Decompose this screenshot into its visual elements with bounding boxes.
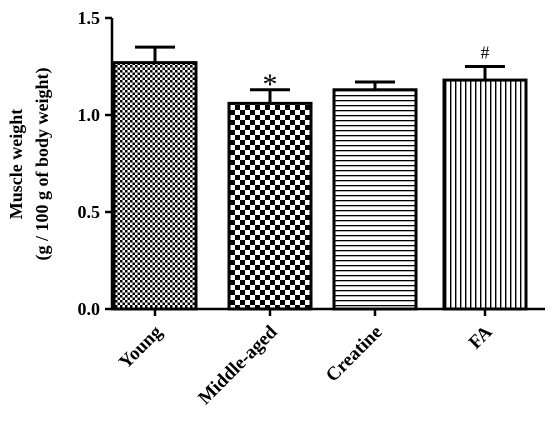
y-axis: 0.0 0.5 1.0 1.5 xyxy=(78,8,114,319)
y-tick-label: 0.5 xyxy=(78,202,101,222)
bar-creatine xyxy=(332,88,418,311)
category-label: Creatine xyxy=(322,322,387,387)
bar-fa xyxy=(442,78,528,311)
category-label: Middle-aged xyxy=(194,321,282,409)
bars-group xyxy=(112,61,528,311)
significance-marker: # xyxy=(481,43,490,63)
bar-young xyxy=(112,61,198,311)
y-tick-label: 1.0 xyxy=(78,105,101,125)
bar-middle-aged xyxy=(227,101,313,311)
category-label: Young xyxy=(115,321,167,373)
significance-marker: * xyxy=(263,68,278,101)
y-tick-label: 1.5 xyxy=(78,8,101,28)
category-labels-group: Young Middle-aged Creatine FA xyxy=(115,321,497,409)
y-tick-label: 0.0 xyxy=(78,299,101,319)
category-label: FA xyxy=(465,321,497,353)
y-axis-title: Muscle weight (g / 100 g of body weight) xyxy=(6,67,53,260)
annotations-group: *# xyxy=(263,43,490,101)
y-axis-label-line: Muscle weight xyxy=(6,109,26,219)
y-axis-label-line: (g / 100 g of body weight) xyxy=(32,67,53,260)
error-bars-group xyxy=(135,45,505,104)
